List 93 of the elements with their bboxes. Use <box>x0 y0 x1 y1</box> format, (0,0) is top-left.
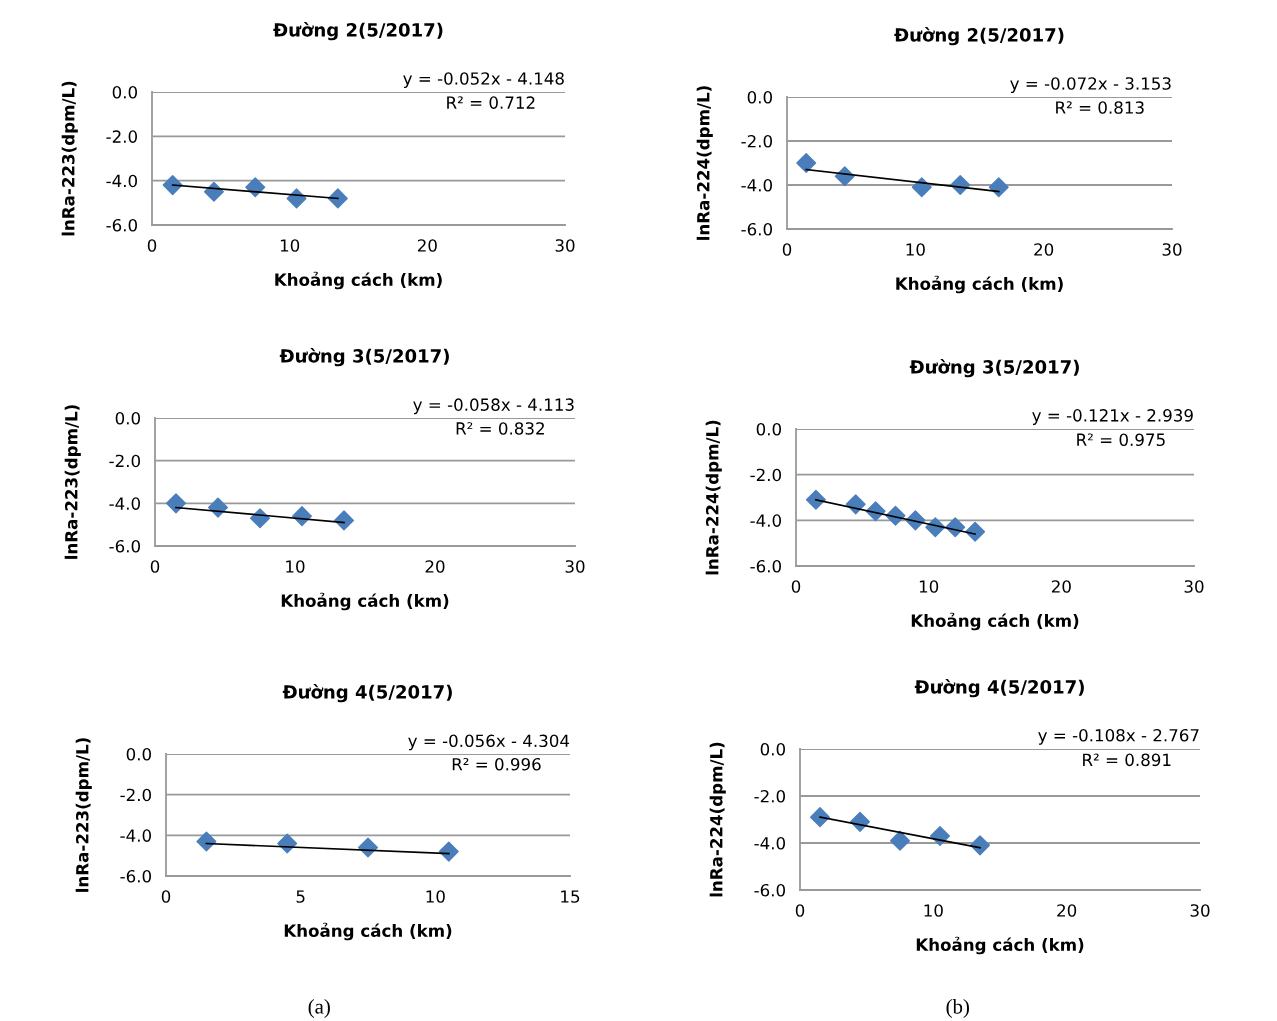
text: (a) <box>308 999 330 1018</box>
annotation: R² = 0.813 <box>1056 101 1144 114</box>
x-tick-label: 15 <box>561 890 580 903</box>
y-tick-label: -6.0 <box>120 869 152 883</box>
y-tick-label: -4.0 <box>106 174 138 188</box>
y-axis-title: lnRa-223(dpm/L) <box>75 738 92 892</box>
x-tick-label: 0 <box>161 890 171 903</box>
y-tick-label: -4.0 <box>750 514 782 527</box>
x-tick-label: 10 <box>280 239 300 252</box>
y-tick-label: -2.0 <box>106 130 138 143</box>
chart-title: Đường 3(5/2017) <box>279 348 449 367</box>
y-tick-label: 0.0 <box>126 747 151 761</box>
annotation: R² = 0.996 <box>452 757 541 771</box>
y-axis-title: lnRa-224(dpm/L) <box>705 420 722 575</box>
point <box>245 177 266 198</box>
text: y = -0.108x - 2.767 <box>1038 728 1199 745</box>
x-tick-label: 0 <box>147 239 157 252</box>
y-tick-label: -2.0 <box>120 788 152 802</box>
x-tick-label: 20 <box>425 560 445 573</box>
x-tick-label: 30 <box>1184 580 1204 593</box>
y-tick-label: 0.0 <box>760 742 786 756</box>
chart-title: Đường 3(5/2017) <box>909 359 1079 378</box>
x-tick-label: 10 <box>426 890 445 903</box>
y-tick-label: -2.0 <box>750 468 782 482</box>
point <box>911 177 932 198</box>
point <box>196 831 217 852</box>
text: (b) <box>946 999 969 1018</box>
y-tick-label: -2.0 <box>741 134 773 148</box>
chart-title: Đường 4(5/2017) <box>282 684 452 703</box>
x-tick-label: 20 <box>417 239 437 252</box>
point <box>162 175 183 196</box>
x-axis-title: Khoảng cách (km) <box>911 612 1079 631</box>
annotation: R² = 0.712 <box>447 96 535 109</box>
chart-title: Đường 4(5/2017) <box>914 679 1084 698</box>
chart-title: Đường 2(5/2017) <box>273 22 443 41</box>
point <box>809 807 831 828</box>
y-tick-label: -4.0 <box>741 178 773 192</box>
text: y = -0.056x - 4.304 <box>408 734 570 751</box>
y-tick-label: -6.0 <box>741 222 773 236</box>
annotation: R² = 0.975 <box>1077 433 1165 447</box>
y-tick-label: -4.0 <box>109 497 141 510</box>
x-tick-label: 10 <box>286 560 305 573</box>
x-axis-title: Khoảng cách (km) <box>284 922 452 941</box>
annotation: R² = 0.832 <box>456 422 544 435</box>
y-axis-title: lnRa-223(dpm/L) <box>64 405 81 559</box>
y-tick-label: 0.0 <box>112 85 137 99</box>
y-tick-label: 0.0 <box>747 90 773 104</box>
x-tick-label: 30 <box>1162 243 1182 256</box>
text: y = -0.121x - 2.939 <box>1032 409 1193 425</box>
point <box>988 177 1009 198</box>
point <box>165 493 187 514</box>
x-axis-title: Khoảng cách (km) <box>916 936 1084 955</box>
y-tick-label: -6.0 <box>106 218 138 232</box>
y-tick-label: 0.0 <box>115 411 140 425</box>
y-tick-label: -4.0 <box>120 829 152 842</box>
point <box>965 521 986 542</box>
x-tick-label: 20 <box>1057 904 1077 917</box>
x-tick-label: 5 <box>296 890 305 903</box>
point <box>889 830 911 851</box>
point <box>805 489 826 510</box>
y-tick-label: -6.0 <box>750 559 782 573</box>
x-tick-label: 10 <box>906 243 925 256</box>
x-axis-title: Khoảng cách (km) <box>896 275 1063 294</box>
chart-title: Đường 2(5/2017) <box>894 27 1064 46</box>
x-tick-label: 0 <box>150 560 160 573</box>
annotation: R² = 0.891 <box>1083 753 1171 767</box>
y-tick-label: 0.0 <box>756 422 782 436</box>
x-axis-title: Khoảng cách (km) <box>275 271 442 290</box>
x-tick-label: 20 <box>1051 580 1071 593</box>
x-tick-label: 0 <box>795 904 805 917</box>
y-axis-title: lnRa-224(dpm/L) <box>709 742 726 897</box>
y-tick-label: -4.0 <box>754 836 786 850</box>
y-axis-title: lnRa-223(dpm/L) <box>61 81 78 236</box>
text: y = -0.072x - 3.153 <box>1010 77 1171 94</box>
point <box>929 825 951 846</box>
x-axis-title: Khoảng cách (km) <box>281 592 449 611</box>
x-tick-label: 10 <box>924 904 943 917</box>
x-tick-label: 10 <box>919 580 939 593</box>
y-axis-title: lnRa-224(dpm/L) <box>696 86 713 240</box>
x-tick-label: 0 <box>791 580 801 593</box>
text: y = -0.058x - 4.113 <box>413 398 574 415</box>
x-tick-label: 30 <box>555 239 575 252</box>
x-tick-label: 30 <box>565 560 585 573</box>
y-tick-label: -2.0 <box>109 454 141 468</box>
text: y = -0.052x - 4.148 <box>403 72 564 89</box>
y-tick-label: -6.0 <box>754 883 786 897</box>
x-tick-label: 0 <box>782 243 792 256</box>
point <box>796 152 817 174</box>
y-tick-label: -6.0 <box>109 539 141 553</box>
y-tick-label: -2.0 <box>754 789 786 803</box>
x-tick-label: 20 <box>1034 243 1054 256</box>
point <box>438 841 459 862</box>
x-tick-label: 30 <box>1190 904 1210 917</box>
